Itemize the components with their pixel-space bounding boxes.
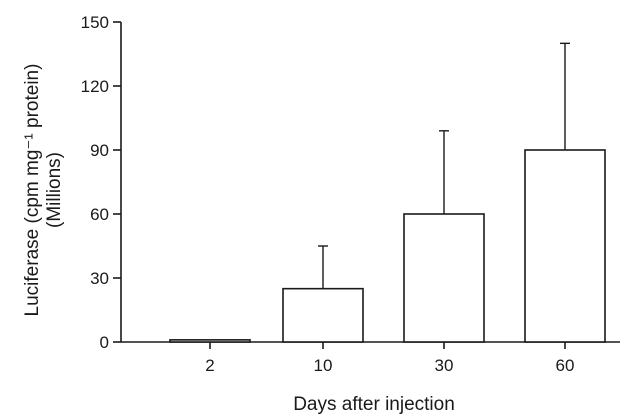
x-tick-label: 30 bbox=[435, 356, 454, 375]
x-tick-label: 10 bbox=[314, 356, 333, 375]
y-tick-label: 30 bbox=[90, 269, 109, 288]
bars bbox=[169, 42, 606, 343]
y-tick-label: 120 bbox=[81, 77, 109, 96]
x-axis-ticks: 2 10 30 60 bbox=[205, 342, 574, 375]
y-tick-label: 150 bbox=[81, 13, 109, 32]
x-tick-label: 60 bbox=[556, 356, 575, 375]
bar-60 bbox=[524, 149, 606, 343]
y-axis-title: Luciferase (cpm mg⁻¹ protein) bbox=[22, 64, 43, 317]
y-tick-label: 60 bbox=[90, 205, 109, 224]
bar-10 bbox=[282, 287, 364, 343]
bar-30 bbox=[403, 213, 485, 343]
y-tick-label: 90 bbox=[90, 141, 109, 160]
x-tick-label: 2 bbox=[205, 356, 214, 375]
y-tick-label: 0 bbox=[100, 333, 109, 352]
x-axis-title: Days after injection bbox=[293, 394, 455, 415]
y-axis-ticks: 0 30 60 90 120 150 bbox=[81, 13, 121, 352]
bar-2 bbox=[169, 339, 251, 343]
y-axis-title-units: (Millions) bbox=[44, 152, 65, 228]
